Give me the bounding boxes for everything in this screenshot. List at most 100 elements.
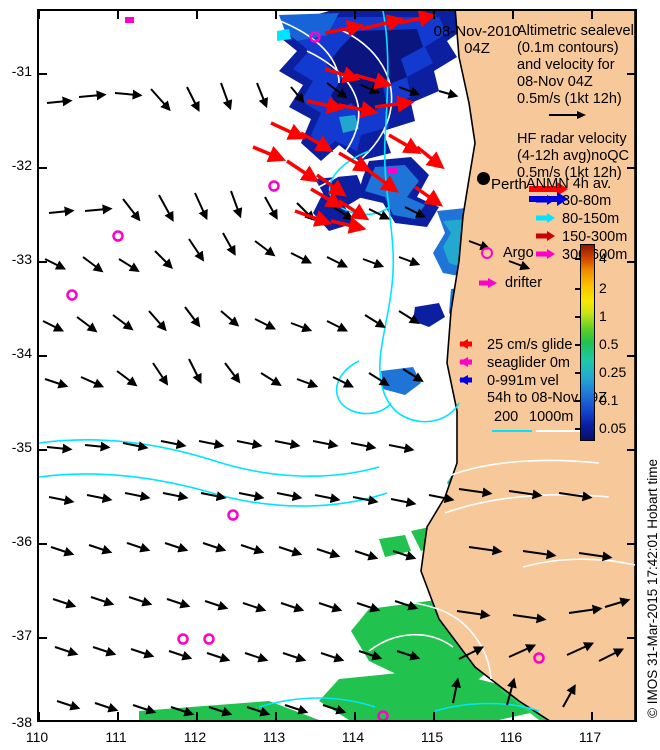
hfradar-legend-line-2: 0.5m/s (1kt 12h) (517, 165, 622, 181)
colorbar-title: MODIS Chl-a mg/m3 OC3 (635, 263, 637, 438)
perth-label: Perth (491, 176, 527, 193)
ytick-right--35 (627, 449, 635, 451)
ytick--37 (39, 637, 47, 639)
xtick-113 (275, 712, 277, 720)
xtick-top-112 (196, 11, 198, 19)
xlabel-116: 116 (499, 729, 523, 745)
cbar-label-5: 0.1 (599, 392, 619, 408)
cbar-label-1: 2 (599, 280, 607, 296)
xlabel-115: 115 (420, 729, 444, 745)
hfradar-legend-line-1: (4-12h avg)noQC (517, 148, 630, 164)
ytick-right--36 (627, 543, 635, 545)
ytick--35 (39, 449, 47, 451)
ytick--32 (39, 167, 47, 169)
xtick-112 (196, 712, 198, 720)
cbar-tick-1 (575, 288, 580, 290)
glider-legend-footnote: 54h to 08-Nov 09Z (487, 390, 608, 406)
altimetry-legend-line-2: and velocity for (517, 57, 615, 73)
cbar-label-0: 4 (599, 250, 607, 266)
ytick--36 (39, 543, 47, 545)
ylabel--34: -34 (11, 345, 32, 361)
altimetry-legend-line-4: 0.5m/s (1kt 12h) (517, 91, 622, 107)
ylabel--35: -35 (11, 439, 32, 455)
ytick--33 (39, 261, 47, 263)
xlabel-117: 117 (578, 729, 602, 745)
ytick--31 (39, 73, 47, 75)
xlabel-110: 110 (25, 729, 49, 745)
anmn-legend-label-1: 80-150m (562, 211, 620, 227)
altimetry-legend-line-3: 08-Nov 04Z (517, 74, 593, 90)
cbar-tick-4 (575, 372, 580, 374)
perth-city-marker (477, 172, 490, 185)
chlorophyll-colorbar (580, 244, 595, 441)
drifter-legend-label: drifter (505, 275, 543, 291)
anmn-legend-label-2: 150-300m (562, 229, 628, 245)
seaglider-track (125, 17, 397, 174)
cbar-tick-6 (575, 428, 580, 430)
map-canvas (39, 11, 635, 720)
ytick-right--37 (627, 637, 635, 639)
xtick-110 (39, 712, 40, 720)
xtick-117 (591, 712, 593, 720)
xtick-top-110 (39, 11, 40, 19)
ytick--34 (39, 355, 47, 357)
xlabel-113: 113 (262, 729, 286, 745)
hf-radar-vectors (252, 11, 445, 234)
cbar-label-3: 0.5 (599, 336, 619, 352)
ylabel--38: -38 (11, 714, 32, 730)
ylabel--32: -32 (11, 157, 32, 173)
ytick-right--34 (627, 355, 635, 357)
cbar-tick-5 (575, 400, 580, 402)
glider-legend-label-2: 0-991m vel (487, 373, 559, 389)
cbar-label-4: 0.25 (599, 364, 627, 380)
altimetry-legend-line-0: Altimetric sealevel (517, 23, 634, 39)
bathy-label-1000: 1000m (529, 409, 574, 425)
cbar-label-6: 0.05 (599, 420, 627, 436)
timestamp-hour: 04Z (464, 40, 490, 57)
xtick-top-115 (433, 11, 435, 19)
xtick-top-113 (275, 11, 277, 19)
ylabel--37: -37 (11, 627, 32, 643)
xtick-top-116 (512, 11, 514, 19)
argo-float-markers (66, 31, 545, 720)
xtick-114 (354, 712, 356, 720)
xlabel-111: 111 (105, 729, 127, 745)
xtick-115 (433, 712, 435, 720)
xtick-116 (512, 712, 514, 720)
copyright-notice: © IMOS 31-Mar-2015 17:42:01 Hobart time (645, 458, 660, 718)
contour-200m (39, 11, 540, 712)
xtick-top-114 (354, 11, 356, 19)
argo-legend-label: Argo (503, 245, 534, 261)
timestamp-date: 08-Nov-2010 (433, 23, 521, 40)
ylabel--36: -36 (11, 533, 32, 549)
hfradar-legend-line-0: HF radar velocity (517, 131, 627, 147)
xtick-top-111 (117, 11, 119, 19)
glider-legend-label-1: seaglider 0m (487, 355, 571, 371)
argo-legend-marker (481, 247, 493, 259)
bathy-label-200: 200 (494, 409, 519, 425)
cbar-tick-3 (575, 344, 580, 346)
bathy-line-200m (492, 430, 532, 432)
glider-legend-label-0: 25 cm/s glide (487, 337, 573, 353)
xlabel-112: 112 (183, 729, 207, 745)
anmn-legend-label-0: 30-80m (562, 193, 612, 209)
anmn-legend-title: ANMN 4h av. (526, 176, 612, 192)
ytick-right--32 (627, 167, 635, 169)
altimetry-legend-line-1: (0.1m contours) (517, 40, 619, 56)
cbar-tick-2 (575, 316, 580, 318)
chl-raster-northwest (277, 11, 469, 231)
ylabel--31: -31 (11, 63, 32, 79)
altimetric-velocity-vectors (42, 82, 631, 717)
ylabel--33: -33 (11, 251, 32, 267)
xlabel-114: 114 (341, 729, 365, 745)
land-mass (420, 11, 635, 720)
bathy-line-1000m (536, 430, 580, 432)
cbar-label-2: 1 (599, 308, 607, 324)
ytick-right--31 (627, 73, 635, 75)
cbar-tick-0 (575, 258, 580, 260)
xtick-111 (117, 712, 119, 720)
ytick--38 (39, 720, 47, 722)
map-plot-area: 08-Nov-2010 04Z Altimetric sealevel (0.1… (37, 9, 637, 722)
xtick-top-117 (591, 11, 593, 19)
